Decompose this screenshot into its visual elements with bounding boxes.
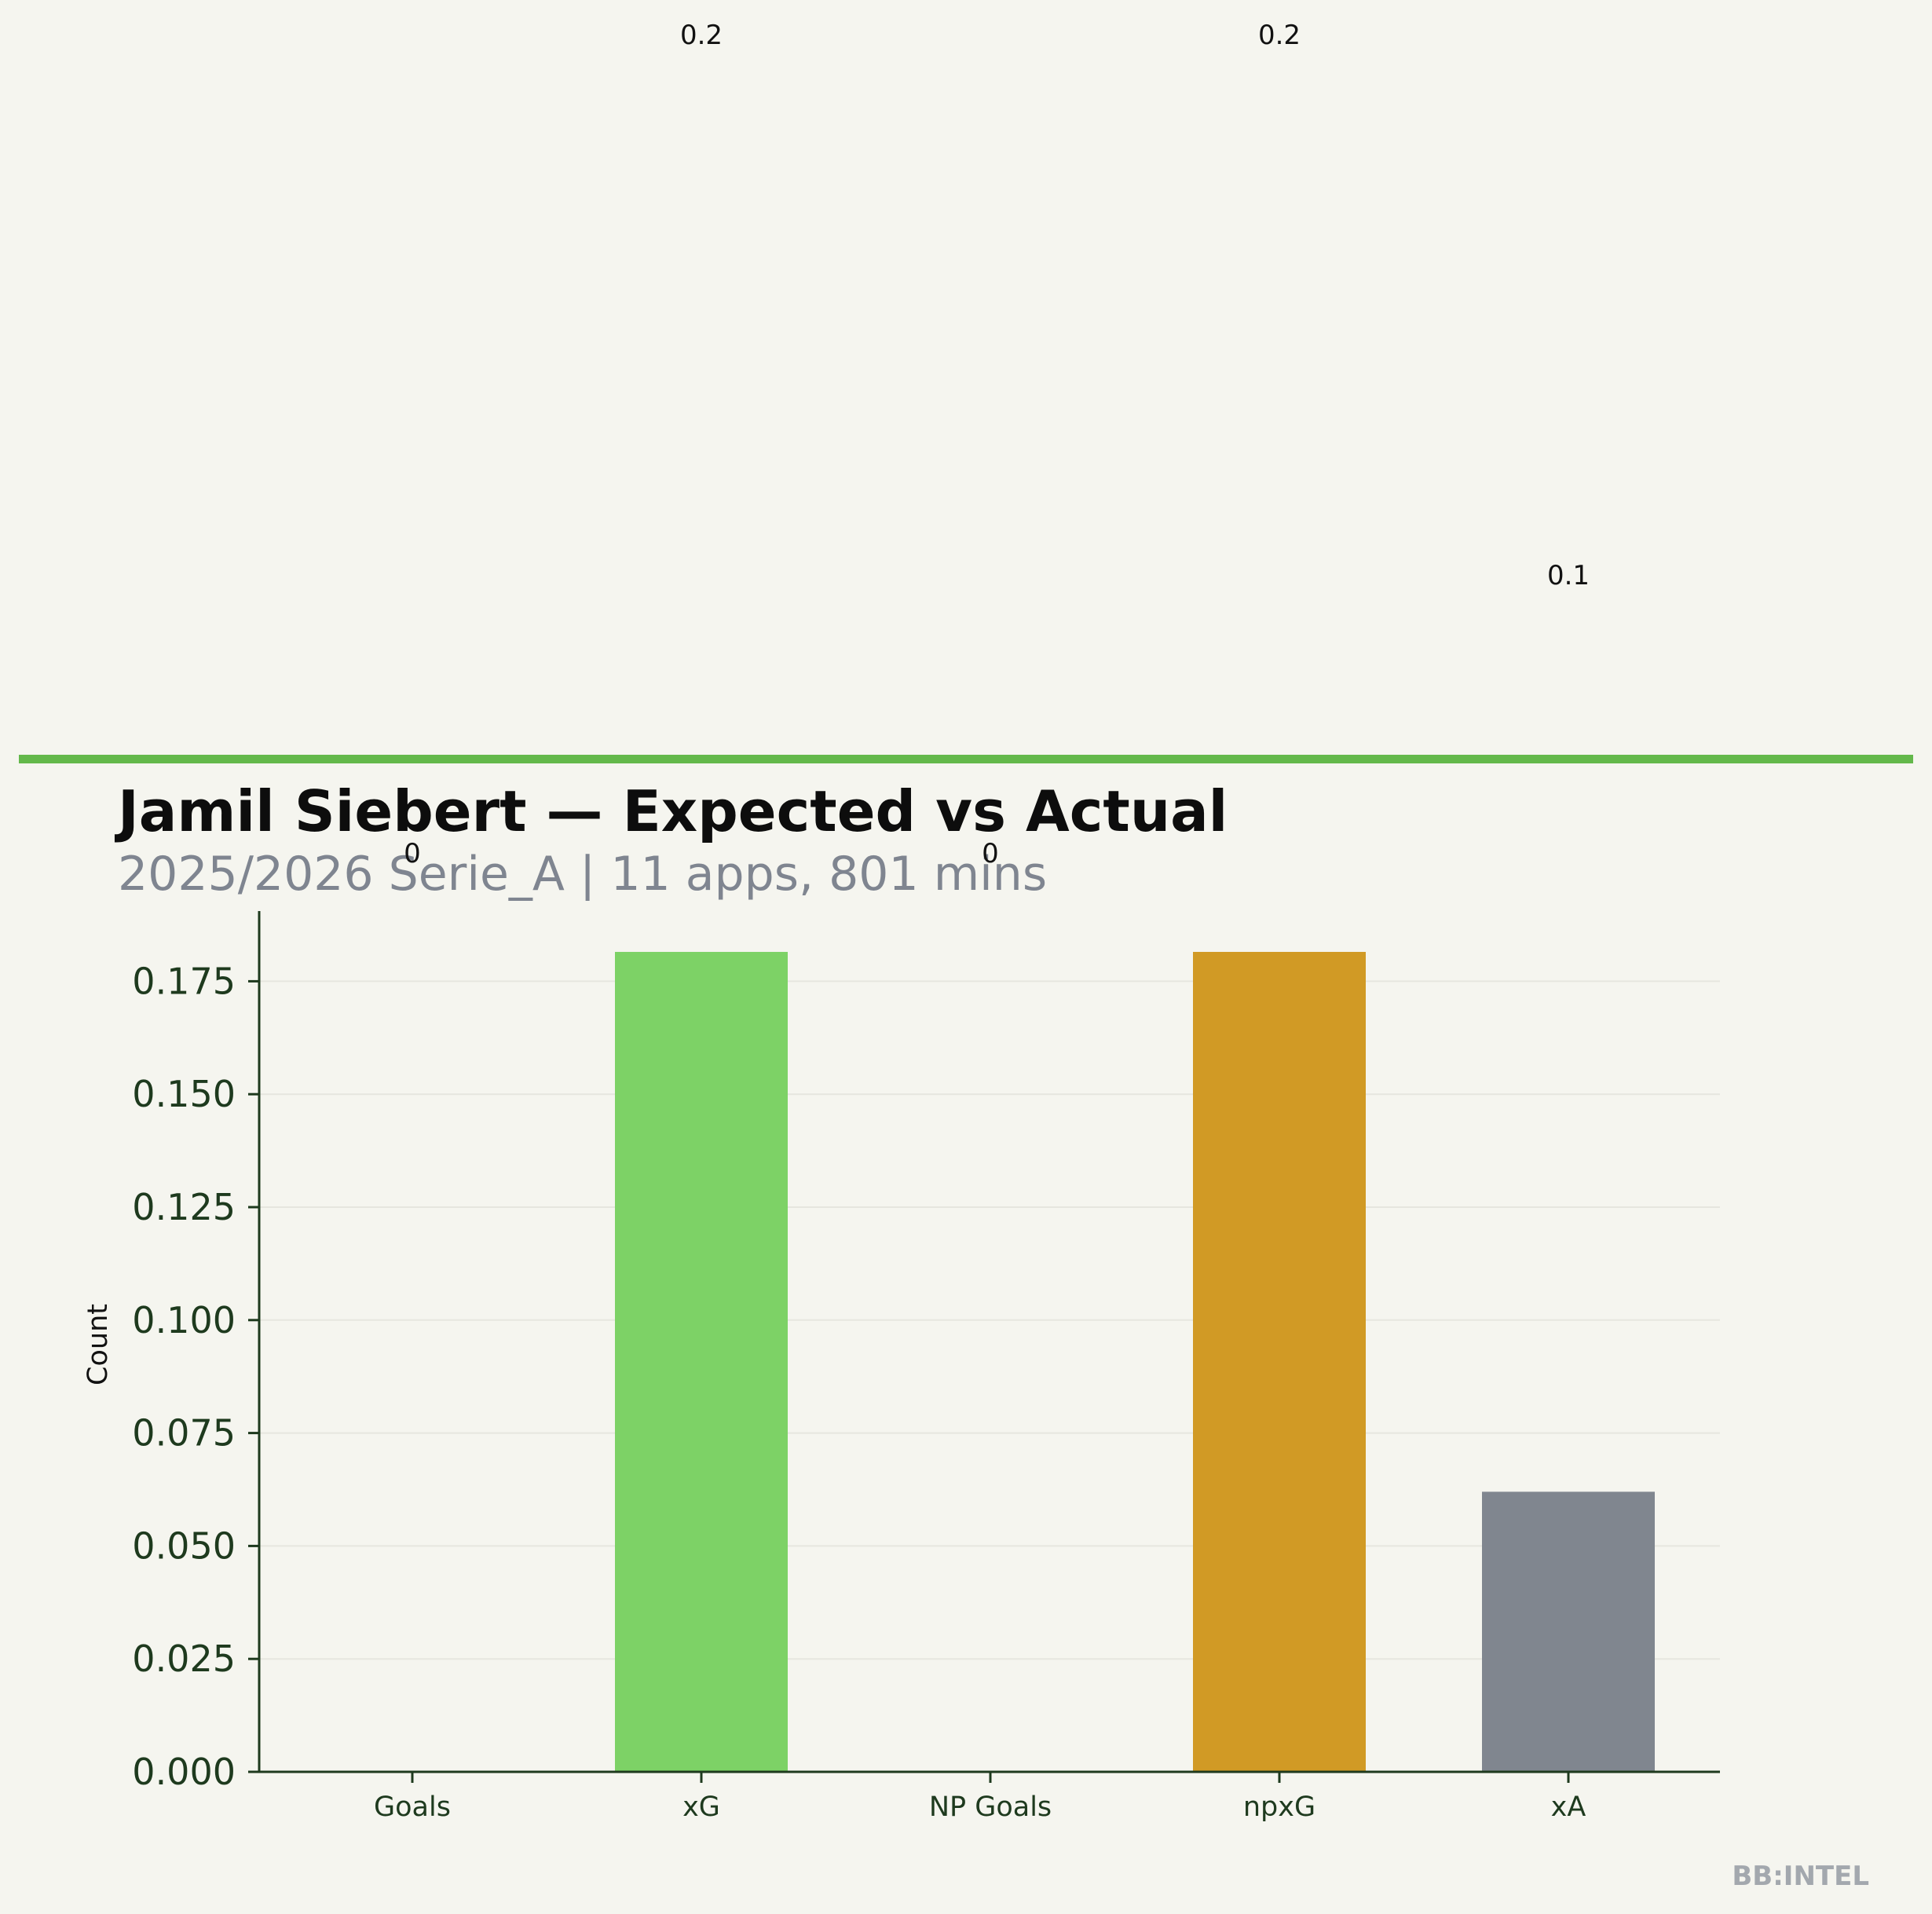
- y-tick-label: 0.050: [132, 1524, 236, 1567]
- value-label: 0: [982, 838, 999, 869]
- x-tick-label: xG: [682, 1791, 720, 1823]
- bar-xa: [1482, 1491, 1655, 1772]
- brand-watermark: BB:INTEL: [1732, 1861, 1869, 1892]
- x-ticks: Goals xG NP Goals npxG xA: [374, 1772, 1586, 1823]
- value-label: 0.2: [1258, 20, 1301, 51]
- y-tick-label: 0.175: [132, 960, 236, 1002]
- value-label: 0.1: [1547, 560, 1590, 591]
- y-tick-label: 0.000: [132, 1751, 236, 1793]
- value-labels: 0 0.2 0 0.2 0.1: [404, 20, 1590, 869]
- y-tick-label: 0.125: [132, 1186, 236, 1228]
- y-tick-label: 0.025: [132, 1638, 236, 1680]
- x-tick-label: NP Goals: [929, 1791, 1052, 1823]
- y-tick-label: 0.075: [132, 1412, 236, 1455]
- bars: [615, 952, 1655, 1772]
- bar-xg: [615, 952, 788, 1772]
- x-tick-label: xA: [1551, 1791, 1586, 1823]
- value-label: 0.2: [680, 20, 723, 51]
- chart-subtitle: 2025/2026 Serie_A | 11 apps, 801 mins: [118, 847, 1047, 902]
- value-label: 0: [404, 838, 421, 869]
- y-tick-label: 0.100: [132, 1299, 236, 1341]
- chart-title: Jamil Siebert — Expected vs Actual: [114, 778, 1228, 844]
- accent-bar: [19, 755, 1913, 763]
- y-tick-label: 0.150: [132, 1073, 236, 1115]
- gridlines: [259, 980, 1720, 1660]
- x-tick-label: npxG: [1243, 1791, 1315, 1823]
- y-ticks: 0.000 0.025 0.050 0.075 0.100 0.125 0.150 0.175: [132, 960, 259, 1793]
- x-tick-label: Goals: [374, 1791, 451, 1823]
- bar-npxg: [1193, 952, 1366, 1772]
- y-axis-label: Count: [82, 1304, 114, 1385]
